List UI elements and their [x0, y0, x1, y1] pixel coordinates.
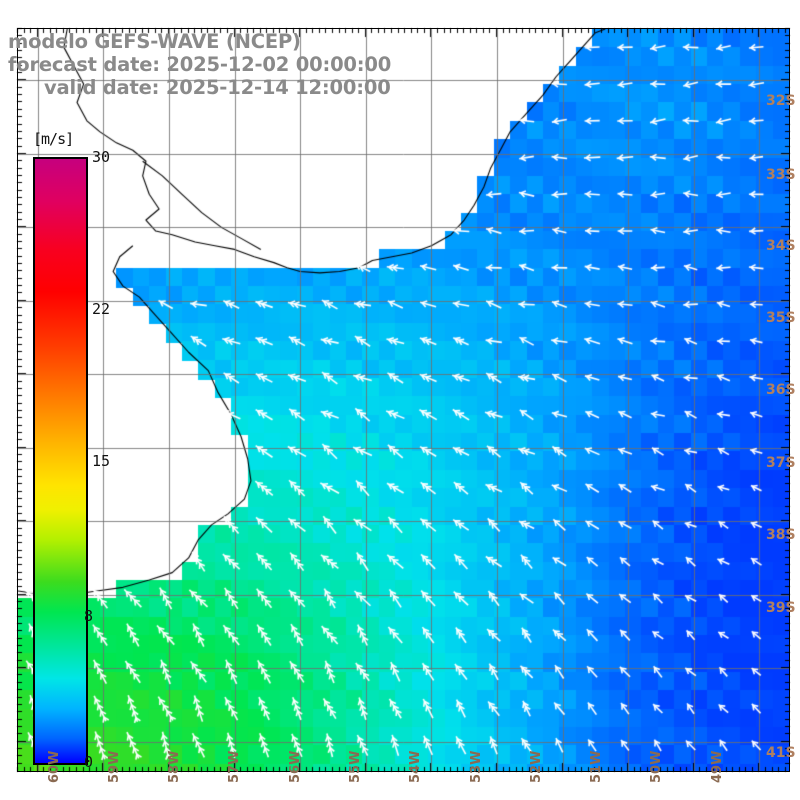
lon-label-60w: 60W	[47, 750, 62, 783]
colorbar-tick-30: 30	[92, 148, 111, 166]
wind-arrow-overlay	[18, 29, 789, 771]
colorbar-gradient	[33, 157, 88, 765]
lon-label-51w: 51W	[589, 750, 604, 783]
forecast-date-label: forecast date: 2025-12-02 00:00:00	[8, 53, 392, 76]
lat-label-34s: 34S	[766, 238, 796, 254]
lat-label-33s: 33S	[766, 167, 796, 183]
lat-label-39s: 39S	[766, 600, 796, 616]
lon-label-53w: 53W	[469, 750, 484, 783]
lat-label-37s: 37S	[766, 455, 796, 471]
lon-label-55w: 55W	[348, 750, 363, 783]
lat-label-35s: 35S	[766, 310, 796, 326]
lon-label-59w: 59W	[107, 750, 122, 783]
lon-label-49w: 49W	[710, 750, 725, 783]
lon-label-50w: 50W	[649, 750, 664, 783]
lat-label-41s: 41S	[766, 745, 796, 761]
page-title: modelo GEFS-WAVE (NCEP)	[8, 30, 301, 53]
lon-label-58w: 58W	[167, 750, 182, 783]
valid-date-label: valid date: 2025-12-14 12:00:00	[44, 76, 391, 99]
lon-label-54w: 54W	[408, 750, 423, 783]
colorbar-units-label: [m/s]	[33, 130, 74, 148]
colorbar-tick-22: 22	[92, 300, 111, 318]
colorbar-tick-8: 8	[84, 607, 94, 625]
colorbar-tick-15: 15	[92, 452, 111, 470]
plot-frame	[17, 28, 790, 772]
lon-label-57w: 57W	[227, 750, 242, 783]
lat-label-32s: 32S	[766, 93, 796, 109]
lon-label-52w: 52W	[529, 750, 544, 783]
lon-label-56w: 56W	[288, 750, 303, 783]
colorbar-tick-0: 0	[84, 753, 94, 771]
lat-label-38s: 38S	[766, 527, 796, 543]
lat-label-36s: 36S	[766, 382, 796, 398]
